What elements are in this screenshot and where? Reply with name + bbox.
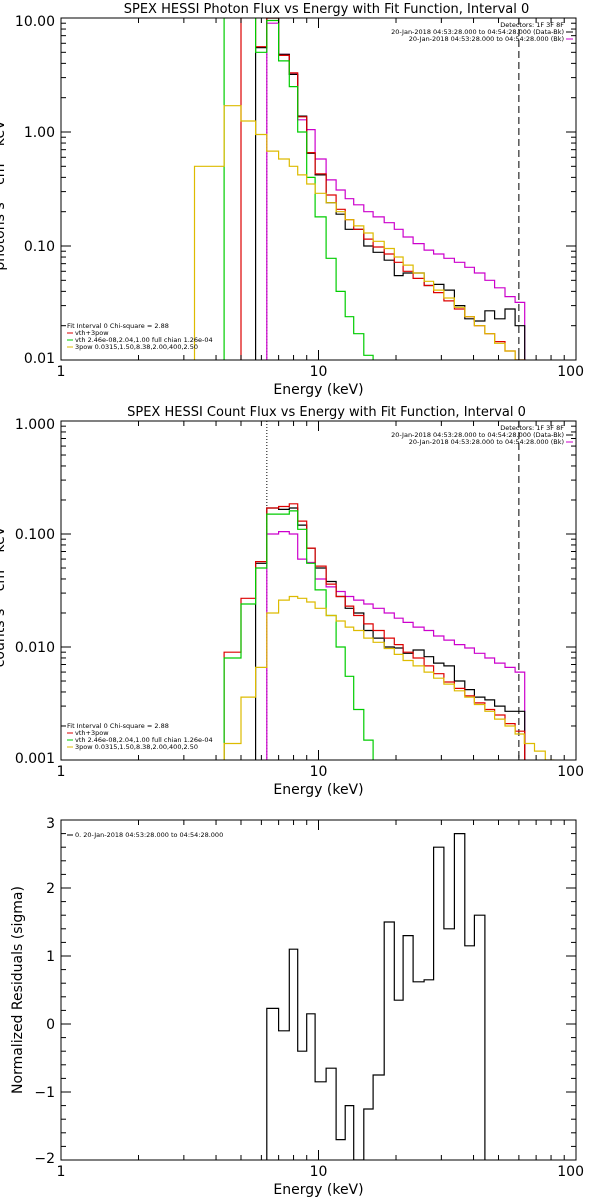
x-tick-label: 100 [557, 764, 584, 780]
legend-entry: vth 2.46e-08,2.04,1.00 full chian 1.26e-… [75, 736, 213, 744]
series-line-5 [223, 595, 555, 760]
series-line-1 [266, 833, 486, 1160]
plot-area [193, 18, 526, 360]
header-line: 20-Jan-2018 04:53:28.000 to 04:54:28.000… [391, 431, 564, 439]
legend-entry: Fit Interval 0 Chi-square = 2.88 [67, 722, 169, 730]
chart-panel-3: 1 10 100 −2 −1 0 1 2 3 Energy (keV) Normalized Res… [10, 816, 584, 1198]
x-tick-label: 100 [557, 364, 584, 380]
legend-entry: vth+3pow [75, 329, 109, 337]
y-tick-label: 2 [46, 881, 55, 897]
chart-title: SPEX HESSI Count Flux vs Energy with Fit… [127, 405, 526, 420]
x-tick-label: 10 [310, 364, 328, 380]
x-axis-label: Energy (keV) [273, 782, 363, 798]
x-axis-label: Energy (keV) [273, 382, 363, 398]
legend-entry: 3pow 0.0315,1.50,8.38,2.00,400,2.50 [75, 343, 198, 351]
y-axis-label: Normalized Residuals (sigma) [10, 886, 26, 1094]
y-tick-label: −2 [34, 1151, 55, 1167]
y-tick-label: 3 [46, 816, 55, 832]
plot-area [266, 833, 486, 1160]
y-tick-label: 1.000 [15, 417, 55, 433]
series-line-3 [223, 503, 526, 760]
x-tick-label: 10 [310, 1164, 328, 1180]
legend-entry: vth+3pow [75, 729, 109, 737]
legend-entry: Fit Interval 0 Chi-square = 2.88 [67, 322, 169, 330]
x-tick-label: 1 [57, 364, 66, 380]
y-tick-label: 0.010 [15, 640, 55, 656]
plot-frame [60, 819, 577, 1161]
x-tick-label: 10 [310, 764, 328, 780]
header-line: 20-Jan-2018 04:53:28.000 to 04:54:28.000… [409, 438, 564, 446]
header-line: Detectors: 1F 3F 8F [500, 424, 564, 432]
x-tick-label: 1 [57, 1164, 66, 1180]
legend-entry: 0. 20-Jan-2018 04:53:28.000 to 04:54:28.… [75, 831, 223, 839]
legend-entry: vth 2.46e-08,2.04,1.00 full chian 1.26e-… [75, 336, 213, 344]
x-axis-label: Energy (keV) [273, 1182, 363, 1198]
series-line-5 [193, 105, 525, 360]
plot-area [223, 421, 555, 760]
series-line-4 [223, 510, 374, 760]
y-tick-label: 1 [46, 949, 55, 965]
header-line: Detectors: 1F 3F 8F [500, 21, 564, 29]
y-tick-label: 0.100 [15, 527, 55, 543]
y-axis-label: counts s⁻¹ cm⁻² keV⁻¹ [0, 514, 8, 668]
y-tick-label: 0.001 [15, 751, 55, 767]
y-tick-label: 1.00 [24, 125, 55, 141]
y-tick-label: −1 [34, 1085, 55, 1101]
chart-title: SPEX HESSI Photon Flux vs Energy with Fi… [124, 2, 530, 17]
x-tick-label: 100 [557, 1164, 584, 1180]
series-line-3 [240, 18, 526, 360]
y-axis-label: photons s⁻¹ cm⁻² keV⁻¹ [0, 107, 8, 270]
header-line: 20-Jan-2018 04:53:28.000 to 04:54:28.000… [391, 28, 564, 36]
x-tick-label: 1 [57, 764, 66, 780]
plot-frame [60, 17, 577, 361]
y-tick-label: 0.10 [24, 239, 55, 255]
chart-panel-2: 1 10 100 0.001 0.010 0.100 1.000 SPEX HESSI Cou… [0, 405, 584, 798]
series-line-1 [266, 22, 526, 360]
series-line-2 [255, 18, 526, 360]
y-tick-label: 0 [46, 1017, 55, 1033]
series-line-4 [223, 18, 374, 360]
header-line: 20-Jan-2018 04:53:28.000 to 04:54:28.000… [409, 35, 564, 43]
y-tick-label: 10.00 [15, 14, 55, 30]
chart-panel-1: 1 10 100 0.01 0.10 1.00 10.00 SPEX HESSI Photon… [0, 2, 584, 398]
legend-entry: 3pow 0.0315,1.50,8.38,2.00,400,2.50 [75, 743, 198, 751]
y-tick-label: 0.01 [24, 351, 55, 367]
